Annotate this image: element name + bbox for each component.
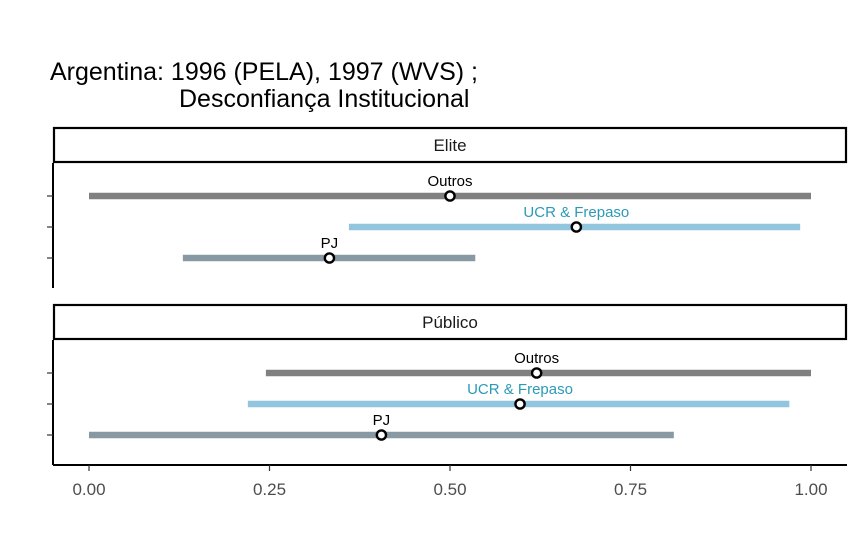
facet-strip-label: Público [422, 313, 478, 332]
facet-strip [52, 303, 848, 341]
x-tick-label: 0.75 [614, 480, 647, 499]
point-estimate [444, 190, 456, 202]
x-tick-label: 0.25 [253, 480, 286, 499]
chart-title-line2: Desconfiança Institucional [179, 85, 469, 113]
point-estimate [530, 367, 543, 379]
facet-panels: Elite Outros UCR & Frepaso PJ Público Outros U… [47, 126, 848, 465]
point-estimate [570, 221, 583, 233]
x-tick-label: 0.00 [72, 480, 105, 499]
point-label: Outros [427, 173, 472, 190]
point-label: PJ [321, 235, 339, 252]
point-label: UCR & Frepaso [467, 381, 573, 398]
point-estimate [514, 398, 526, 410]
point-label: Outros [514, 350, 559, 367]
point-label: UCR & Frepaso [523, 204, 629, 221]
facet-panel: Elite Outros UCR & Frepaso PJ [47, 126, 848, 288]
facet-strip [52, 126, 848, 164]
facet-strip-label: Elite [433, 136, 466, 155]
x-tick-label: 1.00 [794, 480, 827, 499]
x-axis: 0.00 0.25 0.50 0.75 1.00 [53, 464, 847, 499]
chart-title-line1: Argentina: 1996 (PELA), 1997 (WVS) ; [50, 58, 478, 86]
facet-panel: Público Outros UCR & Frepaso PJ [47, 303, 848, 465]
point-label: PJ [373, 412, 391, 429]
x-tick-label: 0.50 [433, 480, 466, 499]
point-estimate [375, 429, 388, 441]
point-estimate [323, 252, 336, 264]
